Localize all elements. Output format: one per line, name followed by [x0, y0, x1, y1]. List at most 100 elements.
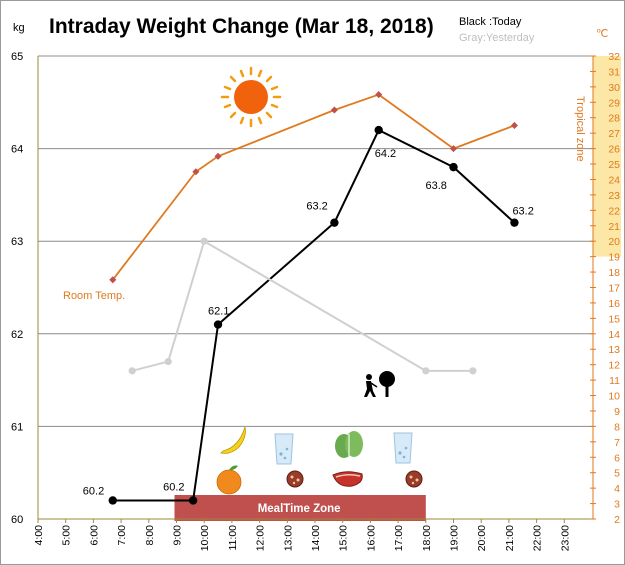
- today-point: [108, 496, 117, 505]
- room-temp-point: [330, 106, 338, 114]
- gardening-person-icon: [364, 371, 395, 397]
- left-tick-label: 64: [11, 144, 23, 156]
- right-tick-label: 9: [614, 406, 620, 418]
- x-tick-label: 5:00: [61, 525, 73, 546]
- tropical-zone-label: Tropical zone: [574, 96, 586, 162]
- sun-icon: [220, 66, 282, 128]
- right-tick-label: 18: [608, 267, 620, 279]
- yesterday-point: [164, 357, 172, 366]
- right-tick-label: 15: [608, 313, 620, 325]
- x-tick-label: 16:00: [365, 525, 377, 551]
- gridlines: [38, 55, 593, 520]
- right-tick-label: 10: [608, 391, 620, 403]
- right-tick-label: 16: [608, 298, 620, 310]
- right-tick-label: 11: [609, 375, 620, 387]
- right-tick-label: 24: [608, 174, 620, 186]
- right-axis-unit: ℃: [596, 28, 608, 40]
- right-tick-label: 29: [608, 97, 620, 109]
- x-tick-label: 10:00: [199, 525, 211, 551]
- room-temp-point: [510, 121, 518, 129]
- x-tick-label: 8:00: [144, 525, 156, 546]
- meal-time-zone-label: MealTime Zone: [258, 503, 341, 515]
- yesterday-point: [469, 367, 477, 375]
- chart-title: Intraday Weight Change (Mar 18, 2018): [49, 15, 434, 38]
- x-tick-label: 6:00: [88, 525, 100, 546]
- right-tick-label: 30: [608, 82, 620, 94]
- tropical-zone-band: [593, 56, 621, 257]
- x-tick-label: 7:00: [116, 525, 128, 546]
- left-tick-label: 61: [11, 421, 23, 433]
- x-tick-label: 23:00: [559, 525, 571, 551]
- legend-yesterday: Gray:Yesterday: [459, 32, 535, 44]
- left-tick-label: 62: [11, 329, 23, 341]
- room-temp-point: [109, 276, 117, 284]
- room-temp-point: [449, 145, 458, 153]
- x-tick-label: 19:00: [449, 525, 461, 551]
- x-tick-label: 17:00: [393, 525, 405, 551]
- x-tick-label: 20:00: [476, 525, 488, 551]
- x-tick-label: 9:00: [172, 525, 184, 546]
- data-label: 64.2: [375, 148, 396, 160]
- x-tick-label: 15:00: [338, 525, 350, 551]
- left-tick-label: 65: [11, 51, 23, 63]
- axes: 6061626364652345678910111213141516171819…: [11, 51, 620, 551]
- x-tick-label: 14:00: [310, 525, 322, 551]
- right-tick-label: 6: [614, 452, 620, 464]
- yesterday-line: [131, 240, 473, 372]
- right-tick-label: 14: [608, 329, 620, 341]
- x-tick-label: 22:00: [532, 525, 544, 551]
- right-tick-label: 19: [608, 252, 620, 264]
- water-glass-icon: [393, 432, 413, 464]
- today-point: [510, 218, 519, 227]
- x-tick-label: 4:00: [33, 525, 45, 546]
- room-temp-point: [192, 168, 200, 176]
- cookie-icon: [286, 470, 304, 488]
- right-tick-label: 22: [608, 205, 620, 217]
- right-tick-label: 20: [608, 236, 620, 248]
- right-tick-label: 2: [614, 514, 620, 526]
- today-point: [213, 320, 223, 329]
- right-tick-label: 21: [608, 221, 620, 233]
- water-glass-icon: [274, 433, 294, 465]
- cookie-icon: [405, 470, 423, 488]
- right-tick-label: 4: [614, 483, 620, 495]
- right-tick-label: 17: [608, 283, 620, 295]
- x-tick-label: 13:00: [282, 525, 294, 551]
- left-tick-label: 63: [11, 236, 23, 248]
- x-tick-label: 21:00: [504, 525, 516, 551]
- right-tick-label: 8: [614, 421, 620, 433]
- data-label: 60.2: [163, 481, 184, 493]
- right-tick-label: 31: [608, 66, 620, 78]
- right-tick-label: 23: [608, 190, 620, 202]
- x-tick-label: 12:00: [255, 525, 267, 551]
- right-tick-label: 25: [608, 159, 620, 171]
- meal-time-zone-bar: [174, 495, 426, 521]
- lettuce-icon: [335, 431, 363, 458]
- x-tick-label: 11:00: [227, 525, 239, 551]
- right-tick-label: 26: [608, 144, 620, 156]
- x-tick-label: 18:00: [421, 525, 433, 551]
- right-tick-label: 32: [608, 51, 620, 63]
- yesterday-point: [200, 237, 208, 245]
- right-tick-label: 13: [608, 344, 620, 356]
- data-label: 62.1: [208, 306, 229, 318]
- today-point: [374, 125, 383, 135]
- room-temp-point: [375, 91, 383, 99]
- yesterday-point: [128, 367, 136, 375]
- right-tick-label: 28: [608, 113, 620, 125]
- series-layer: 60.2 60.2 62.1 63.2 64.2 63.8 63.2: [83, 91, 534, 505]
- right-tick-label: 3: [614, 499, 620, 511]
- data-label: 63.2: [512, 206, 533, 218]
- today-line: [112, 129, 516, 502]
- today-point: [188, 496, 198, 505]
- room-temp-point: [214, 152, 222, 160]
- right-tick-label: 27: [608, 128, 620, 140]
- legend-today: Black :Today: [459, 16, 522, 28]
- orange-icon: [216, 465, 242, 495]
- left-axis-unit: kg: [13, 22, 25, 34]
- room-temp-line: [112, 93, 515, 281]
- banana-icon: [220, 426, 246, 454]
- today-point: [449, 162, 458, 172]
